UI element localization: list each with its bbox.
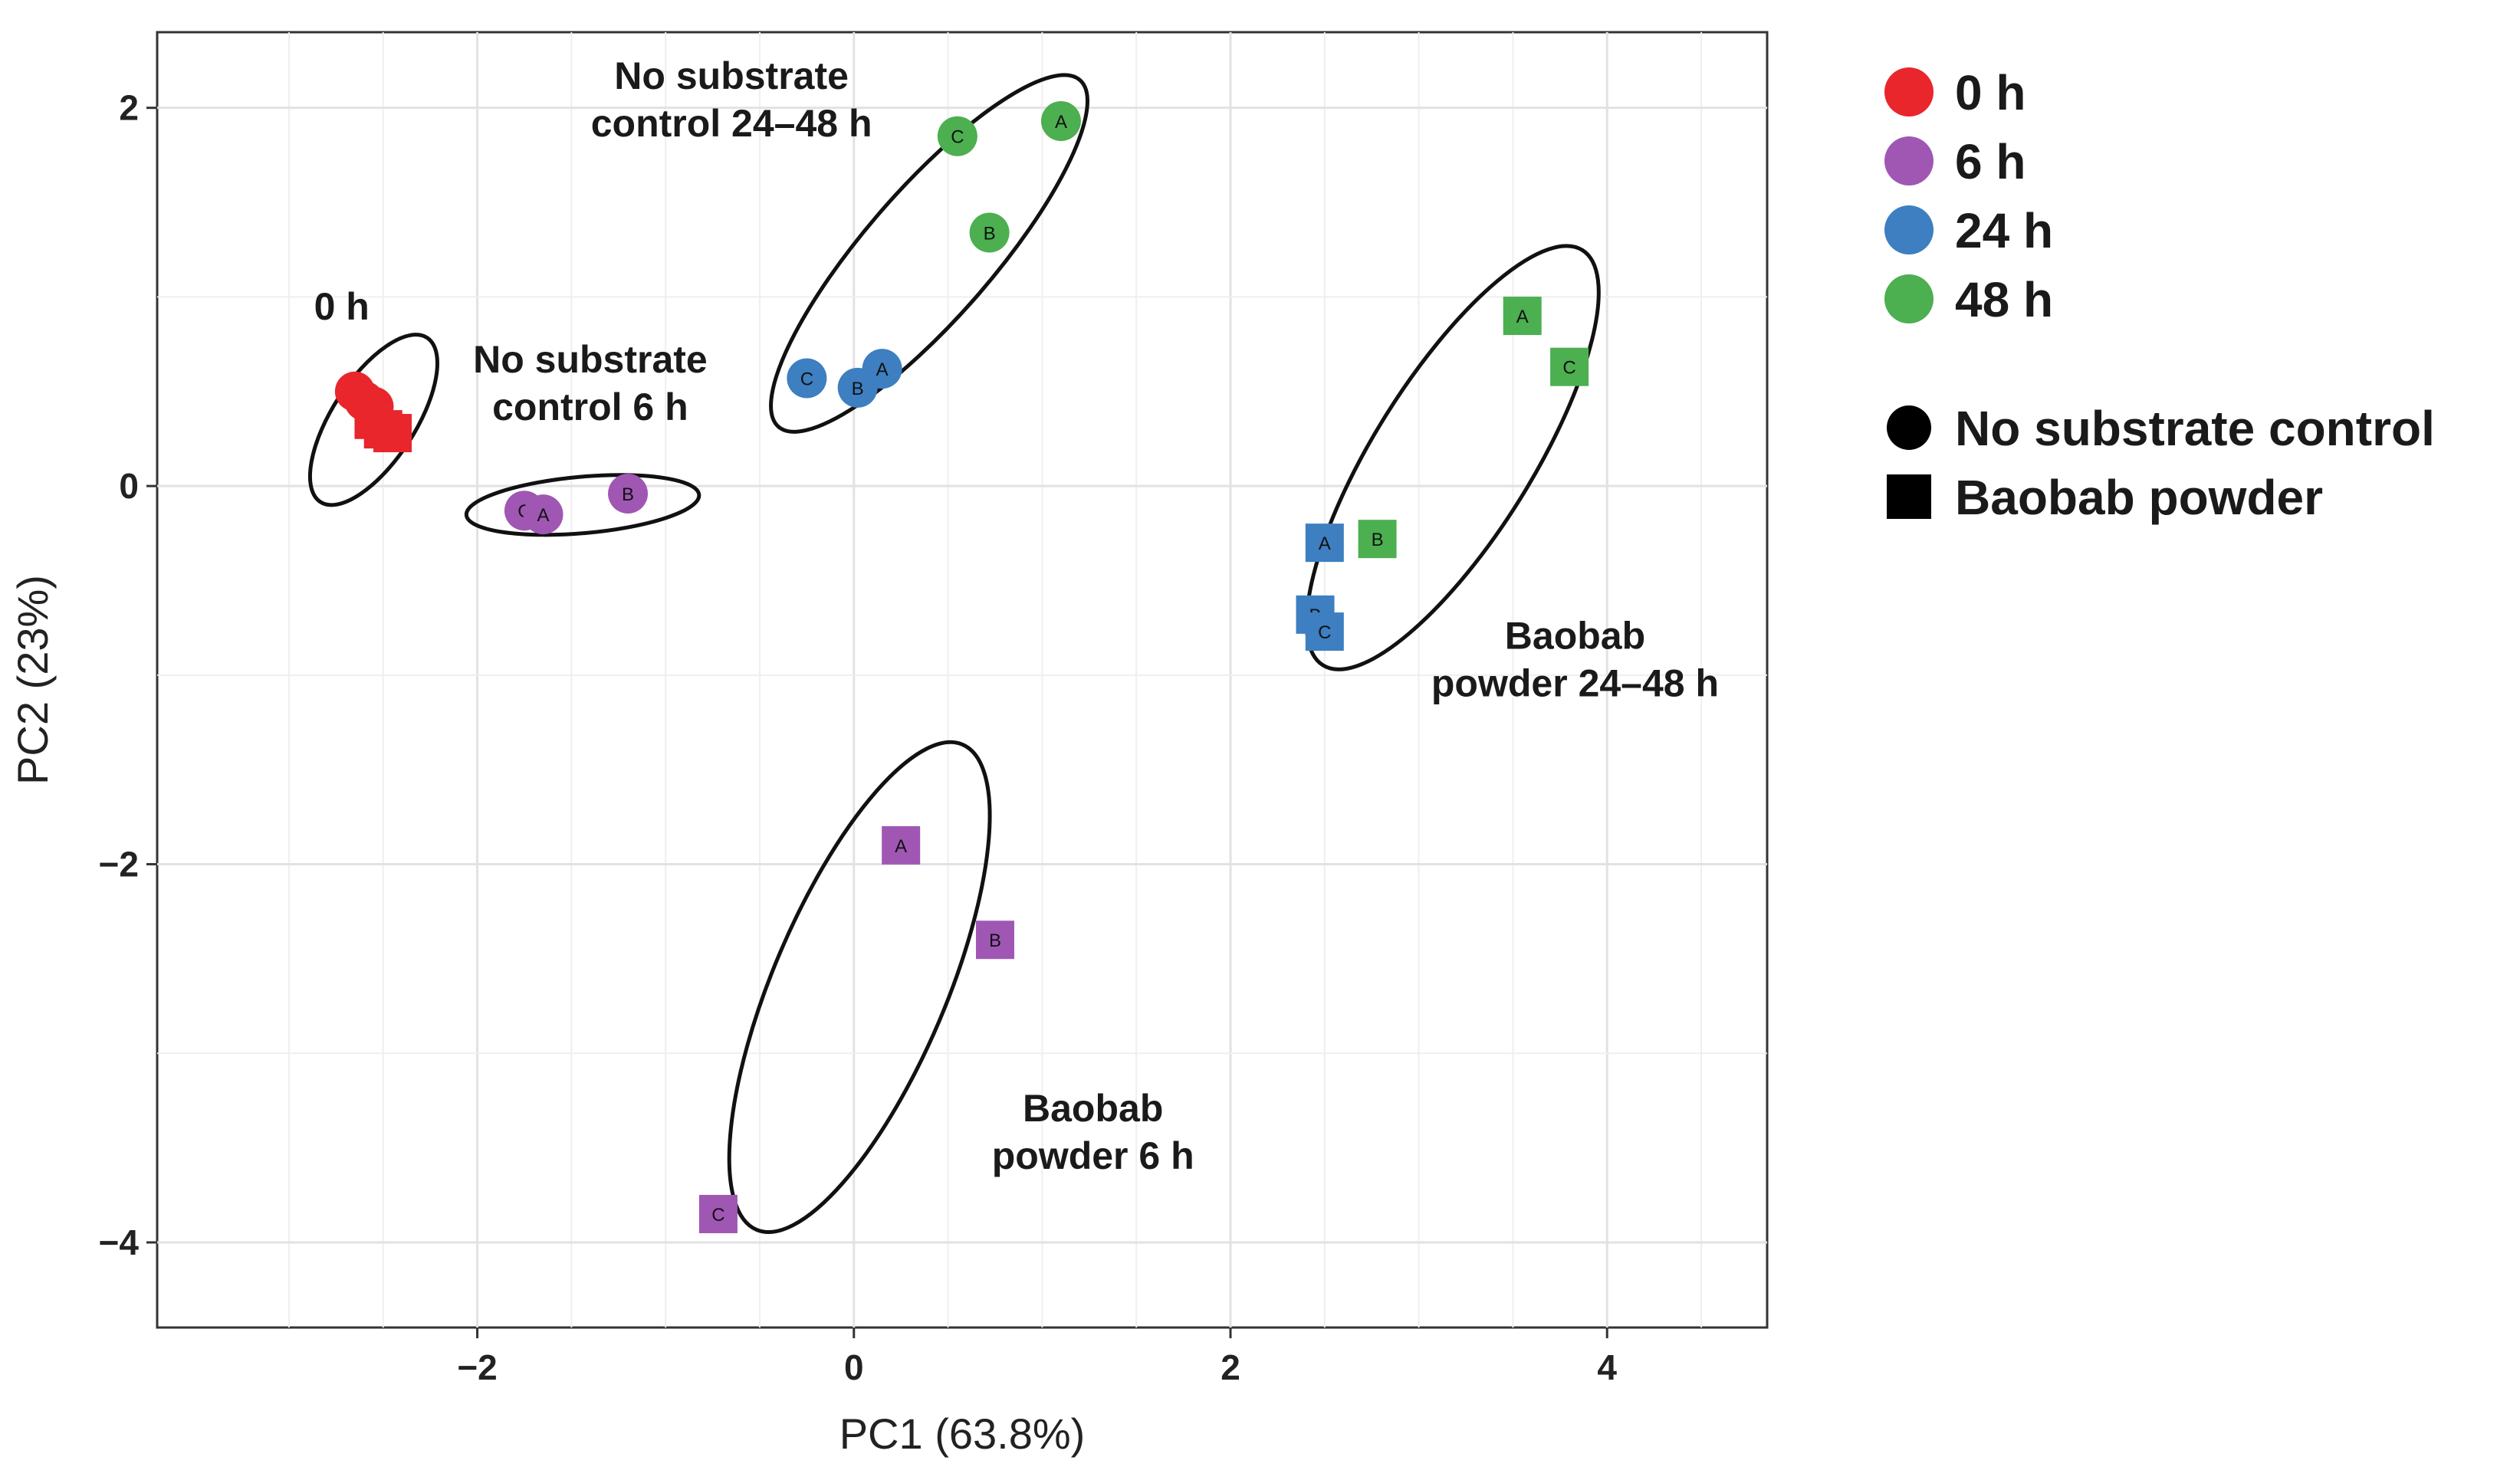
legend-swatch — [1884, 136, 1934, 185]
y-axis-title: PC2 (23%) — [8, 575, 57, 785]
data-point-circle — [969, 212, 1010, 253]
data-point-label: B — [989, 930, 1001, 951]
plot-panel — [156, 31, 1769, 1329]
x-tick-label: 4 — [1597, 1347, 1617, 1387]
y-tick-label: 0 — [119, 466, 139, 506]
cluster-annotation-line: Baobab — [1023, 1087, 1163, 1130]
data-point-circle — [862, 349, 902, 389]
cluster-ellipses — [307, 73, 1601, 1235]
data-point-square — [1503, 297, 1542, 336]
data-point-square — [698, 1194, 738, 1233]
legend-swatch — [1884, 205, 1934, 254]
data-point-circle — [608, 473, 649, 514]
x-tick-label: 2 — [1221, 1347, 1240, 1387]
data-point-label: A — [537, 505, 550, 526]
data-point-label: B — [1372, 530, 1384, 550]
cluster-annotation: Baobab powder 6 h — [992, 1087, 1194, 1177]
legend-swatch — [1884, 274, 1934, 323]
y-tick-label: −2 — [99, 845, 139, 884]
cluster-annotation-line: Baobab — [1505, 614, 1645, 657]
data-point-label: A — [1516, 307, 1529, 327]
cluster-annotation: Baobab powder 24–48 h — [1431, 614, 1719, 704]
cluster-annotation-line: powder 6 h — [992, 1134, 1194, 1177]
cluster-annotation-line: powder 24–48 h — [1431, 661, 1719, 704]
legend-label: 48 h — [1955, 272, 2053, 327]
data-point-circle — [523, 494, 563, 535]
data-point-label: C — [1562, 358, 1575, 379]
axis-ticks: −2 0 2 4 2 0 −2 −4 — [99, 88, 1618, 1387]
data-point-square — [373, 414, 412, 453]
cluster-annotation: 0 h — [314, 285, 370, 328]
legend: 0 h 6 h 24 h 48 h No substrate control Baobab… — [1884, 65, 2435, 525]
x-tick-label: 0 — [844, 1347, 864, 1387]
data-point-square — [882, 825, 921, 865]
data-point-label: A — [1055, 112, 1067, 133]
data-point-label: C — [1318, 622, 1331, 643]
cluster-ellipse — [769, 73, 1089, 434]
y-tick-label: −4 — [99, 1222, 140, 1262]
legend-label: 6 h — [1955, 134, 2026, 189]
data-point-label: B — [852, 379, 864, 399]
data-point-label: C — [951, 127, 964, 148]
data-point-square — [1358, 520, 1397, 559]
cluster-annotation-line: 0 h — [314, 285, 370, 328]
data-point-label: A — [1319, 533, 1331, 554]
data-point-square — [975, 921, 1014, 960]
legend-shape-circle — [1887, 405, 1931, 450]
legend-shape-square — [1887, 474, 1931, 519]
data-points: CABCBACABABCABCBAC — [334, 100, 1589, 1233]
legend-label: No substrate control — [1955, 401, 2435, 456]
x-tick-label: −2 — [457, 1347, 497, 1387]
data-point-square — [1550, 347, 1589, 386]
cluster-ellipse — [464, 473, 701, 537]
cluster-ellipse — [1304, 244, 1601, 671]
legend-swatch — [1884, 67, 1934, 117]
legend-label: 0 h — [1955, 65, 2026, 120]
grid-lines — [157, 32, 1767, 1328]
cluster-annotation-line: control 6 h — [492, 386, 688, 428]
cluster-annotation-line: control 24–48 h — [591, 102, 872, 145]
cluster-annotations: No substrate control 24–48 h 0 h No substra… — [314, 54, 1719, 1177]
data-point-label: B — [622, 484, 634, 505]
cluster-annotation-line: No substrate — [473, 338, 708, 381]
data-point-label: A — [895, 836, 907, 857]
cluster-ellipse — [727, 740, 992, 1235]
data-point-label: A — [876, 359, 889, 380]
legend-label: 24 h — [1955, 203, 2053, 258]
data-point-circle — [937, 116, 977, 156]
data-point-square — [1305, 612, 1344, 651]
cluster-annotation: No substrate control 6 h — [473, 338, 708, 428]
data-point-circle — [1040, 100, 1081, 141]
data-point-square — [1305, 523, 1344, 563]
data-point-circle — [787, 358, 827, 399]
cluster-annotation: No substrate control 24–48 h — [591, 54, 872, 145]
y-tick-label: 2 — [119, 88, 139, 128]
data-point-label: C — [800, 369, 813, 389]
cluster-annotation-line: No substrate — [614, 54, 849, 97]
data-point-label: B — [984, 224, 996, 244]
x-axis-title: PC1 (63.8%) — [839, 1410, 1086, 1458]
data-point-label: C — [711, 1205, 724, 1226]
legend-label: Baobab powder — [1955, 470, 2323, 525]
